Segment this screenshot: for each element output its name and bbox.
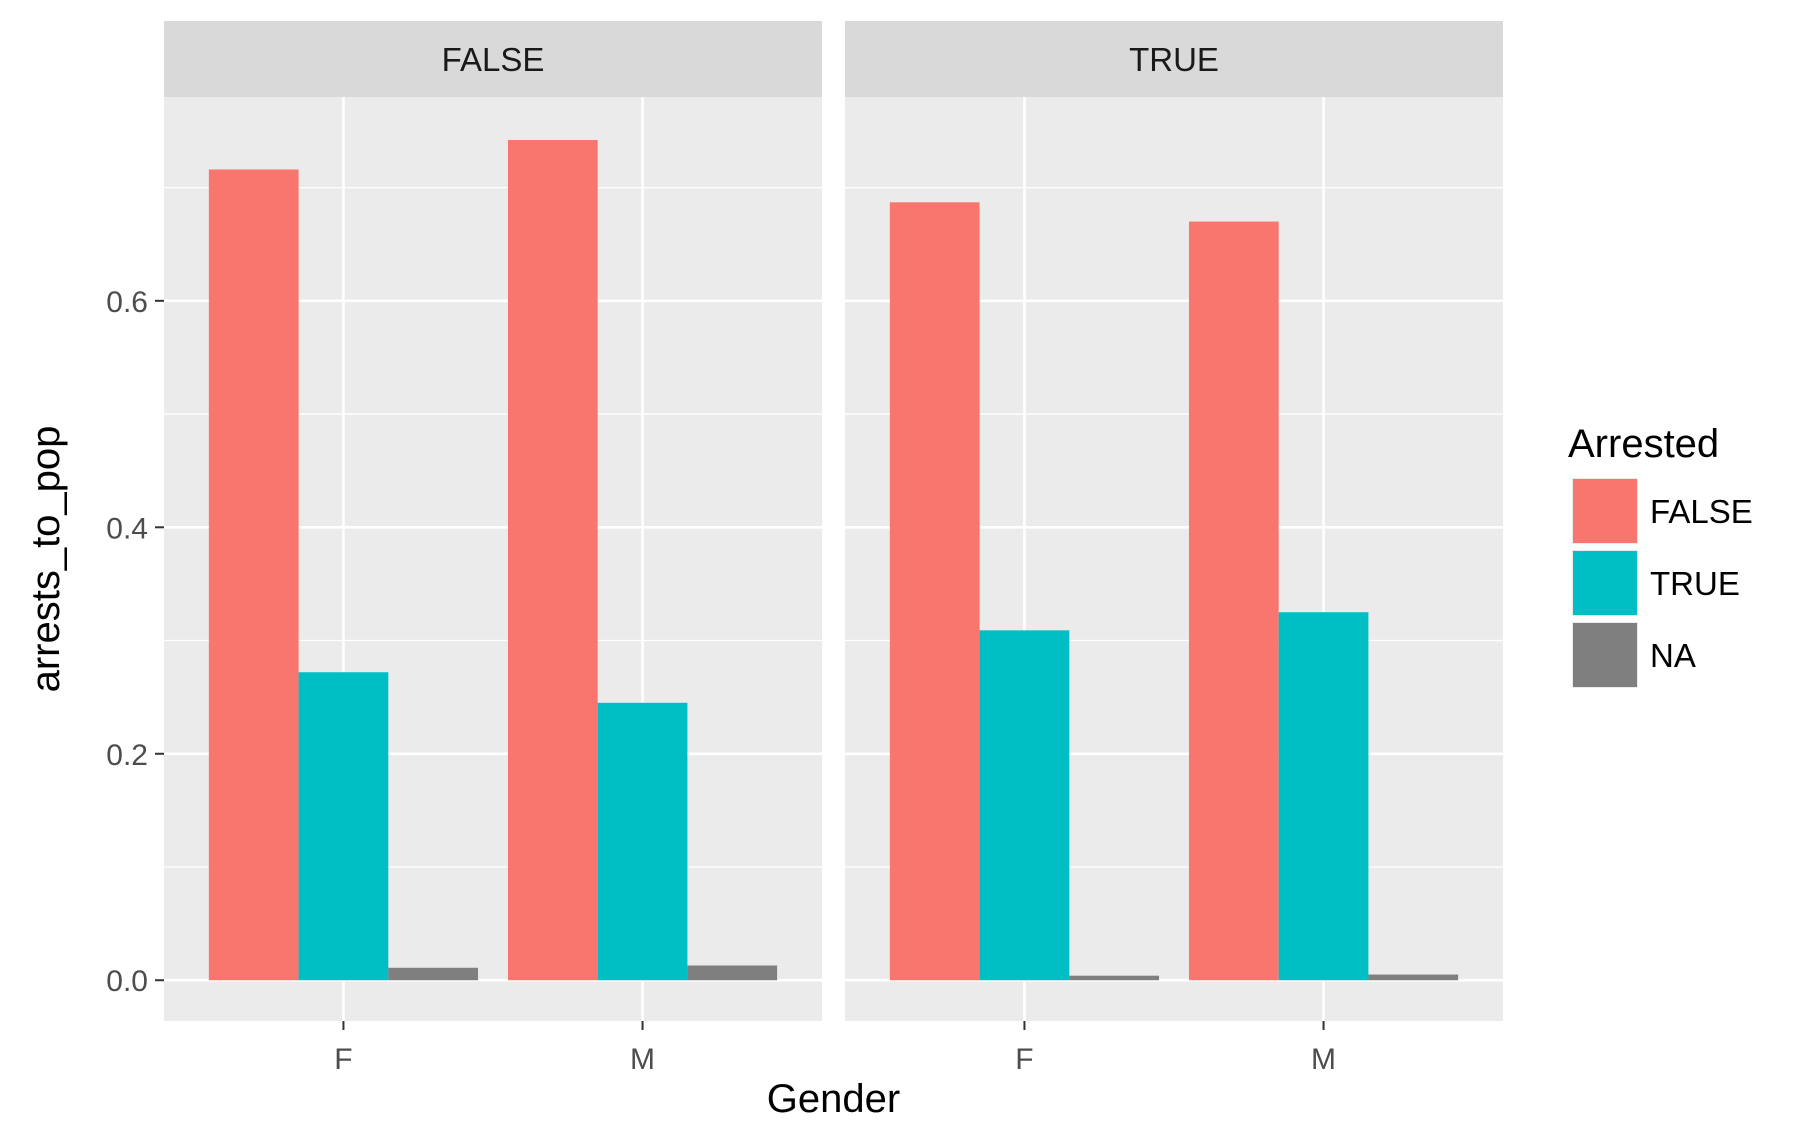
bar-true-f-na: [1069, 975, 1160, 981]
bar-false-m-na: [687, 965, 778, 981]
x-tick-label: F: [1015, 1043, 1033, 1076]
bar-true-f-false: [889, 202, 980, 981]
facet-strip: [845, 21, 1503, 97]
x-tick-label: M: [630, 1043, 655, 1076]
bar-false-m-false: [507, 140, 598, 981]
facet-panel-false: FALSE F M: [164, 21, 822, 1076]
facet-strip-label: TRUE: [1129, 41, 1219, 78]
y-tick-label: 0.6: [106, 286, 148, 319]
x-tick-label: F: [334, 1043, 352, 1076]
facet-panel-true: TRUE F M: [845, 21, 1503, 1076]
legend-title: Arrested: [1568, 422, 1719, 466]
y-tick-label: 0.4: [106, 512, 148, 545]
bar-true-m-true: [1278, 612, 1369, 981]
x-axis-title: Gender: [767, 1077, 900, 1121]
facet-strip-label: FALSE: [442, 41, 545, 78]
y-tick-label: 0.2: [106, 739, 148, 772]
bar-true-m-false: [1188, 221, 1279, 981]
bar-false-m-true: [597, 702, 688, 981]
legend-swatch-na: [1573, 623, 1637, 687]
bar-false-f-false: [208, 169, 299, 981]
bar-false-f-true: [298, 672, 389, 981]
legend: Arrested FALSE TRUE NA: [1568, 422, 1753, 688]
y-tick-label: 0.0: [106, 965, 148, 998]
legend-label-false: FALSE: [1650, 493, 1753, 530]
legend-swatch-false: [1573, 479, 1637, 543]
legend-label-na: NA: [1650, 637, 1696, 674]
bar-true-m-na: [1368, 974, 1459, 981]
bar-false-f-na: [388, 967, 479, 981]
y-axis-title: arrests_to_pop: [24, 426, 68, 693]
legend-label-true: TRUE: [1650, 565, 1740, 602]
x-tick-label: M: [1311, 1043, 1336, 1076]
bar-true-f-true: [979, 630, 1070, 981]
legend-swatch-true: [1573, 551, 1637, 615]
facet-panels: FALSE F M TRUE F M: [164, 21, 1503, 1076]
facet-strip: [164, 21, 822, 97]
y-axis: 0.0 0.2 0.4 0.6: [106, 286, 164, 998]
